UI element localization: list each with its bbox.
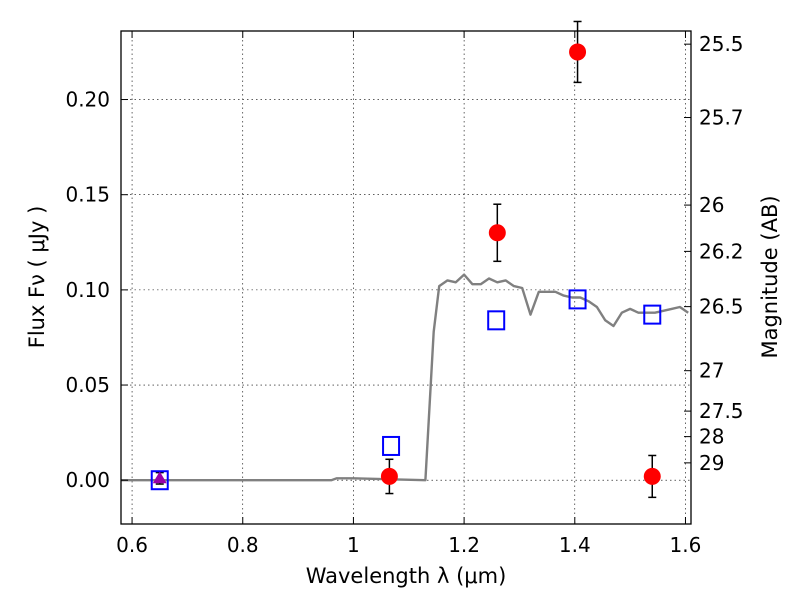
data-point-circle bbox=[643, 467, 661, 485]
x-tick-label: 0.8 bbox=[227, 533, 259, 557]
magnitude-tick-label: 26 bbox=[699, 193, 724, 217]
y-tick-label: 0.00 bbox=[65, 468, 110, 492]
y-tick-label: 0.10 bbox=[65, 278, 110, 302]
axis-ticks: 0.6 0.8 1 1.2 1.4 1.6 0.00 0.05 0.10 0.15 0.20 25.5… bbox=[65, 31, 744, 557]
model-spectrum-line bbox=[121, 273, 689, 482]
plot-frame bbox=[120, 30, 692, 525]
magnitude-tick-label: 26.5 bbox=[699, 295, 744, 319]
model-point-square bbox=[568, 289, 587, 310]
model-point-square bbox=[487, 310, 506, 331]
y-tick-label: 0.05 bbox=[65, 373, 110, 397]
x-tick-label: 1.6 bbox=[670, 533, 702, 557]
x-tick-label: 1.4 bbox=[559, 533, 591, 557]
magnitude-tick-label: 28 bbox=[699, 425, 724, 449]
y-tick-label: 0.20 bbox=[65, 88, 110, 112]
magnitude-tick-label: 27 bbox=[699, 359, 724, 383]
data-point-circle bbox=[380, 467, 398, 485]
magnitude-axis-label: Magnitude (AB) bbox=[758, 195, 782, 358]
data-series bbox=[121, 20, 689, 499]
model-point-square bbox=[643, 304, 662, 325]
grid-lines bbox=[121, 31, 691, 524]
x-axis-label: Wavelength λ (μm) bbox=[306, 564, 507, 588]
data-point-triangle bbox=[152, 471, 167, 484]
data-point-circle bbox=[488, 224, 506, 242]
magnitude-tick-label: 29 bbox=[699, 451, 724, 475]
magnitude-tick-label: 26.2 bbox=[699, 239, 744, 263]
magnitude-tick-label: 27.5 bbox=[699, 399, 744, 423]
model-point-square bbox=[150, 470, 169, 491]
y-axis-label: Flux Fν ( μJy ) bbox=[25, 206, 49, 349]
data-point-circle bbox=[569, 43, 587, 61]
magnitude-tick-label: 25.7 bbox=[699, 106, 744, 130]
model-point-square bbox=[382, 435, 401, 456]
x-tick-label: 1 bbox=[347, 533, 360, 557]
magnitude-tick-label: 25.5 bbox=[699, 32, 744, 56]
x-tick-label: 1.2 bbox=[448, 533, 480, 557]
y-tick-label: 0.15 bbox=[65, 183, 110, 207]
x-tick-label: 0.6 bbox=[116, 533, 148, 557]
